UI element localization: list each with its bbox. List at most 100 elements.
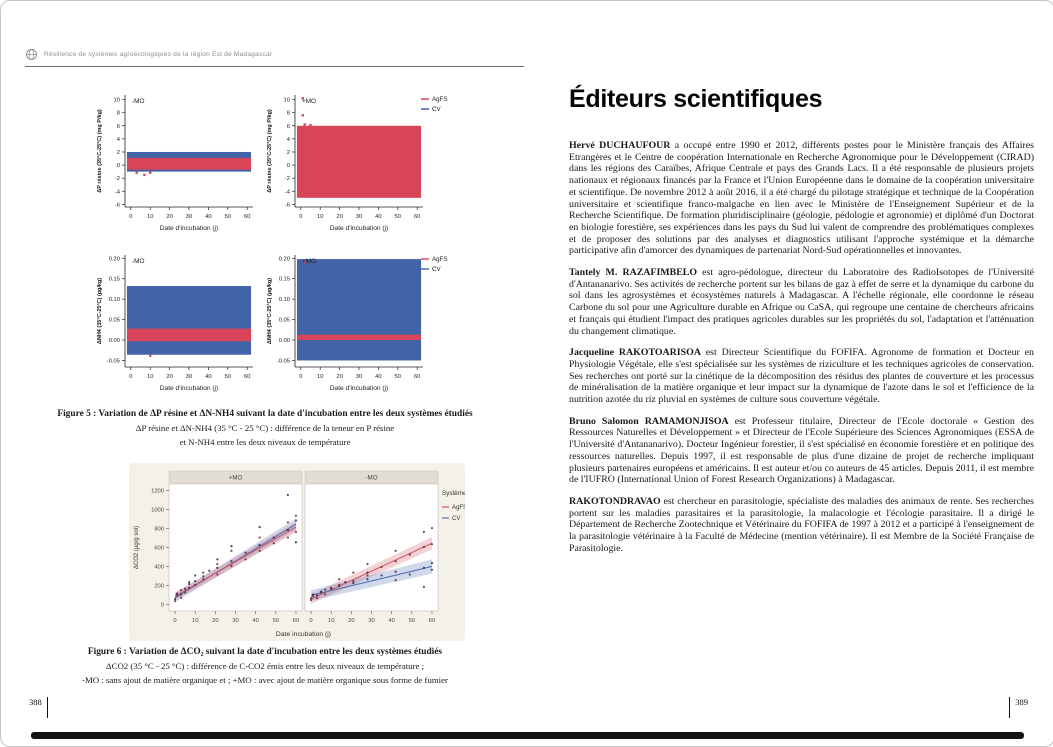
svg-text:60: 60	[244, 214, 250, 220]
svg-text:30: 30	[356, 214, 362, 220]
page-number-divider	[46, 697, 49, 718]
svg-text:30: 30	[186, 214, 192, 220]
svg-text:0: 0	[299, 214, 302, 220]
svg-text:10: 10	[328, 618, 334, 624]
editor-paragraph: Jacqueline RAKOTOARISOA est Directeur Sc…	[569, 347, 1034, 406]
svg-text:0.00: 0.00	[109, 338, 120, 344]
svg-text:CV: CV	[452, 516, 460, 522]
svg-text:20: 20	[336, 374, 342, 380]
svg-text:4: 4	[117, 137, 121, 143]
svg-text:-2: -2	[285, 176, 290, 182]
svg-text:40: 40	[375, 214, 381, 220]
editor-name: Hervé DUCHAUFOUR	[569, 140, 671, 151]
svg-text:50: 50	[395, 214, 401, 220]
editor-paragraph: Tantely M. RAZAFIMBELO est agro-pédologu…	[569, 267, 1034, 337]
svg-text:AgFS: AgFS	[452, 505, 465, 511]
svg-text:200: 200	[154, 583, 164, 589]
page-left: Résilience de systèmes agroécologiques d…	[1, 1, 528, 746]
svg-text:0.10: 0.10	[279, 297, 290, 303]
svg-text:0.00: 0.00	[279, 338, 290, 344]
svg-text:8: 8	[287, 111, 290, 117]
page-number-right: 389	[1008, 697, 1028, 718]
running-header-text: Résilience de systèmes agroécologiques d…	[44, 51, 273, 58]
svg-text:Date incubation (j): Date incubation (j)	[276, 631, 331, 638]
svg-text:Date d'incubation (j): Date d'incubation (j)	[160, 385, 218, 392]
svg-text:8: 8	[117, 111, 120, 117]
svg-text:AgFS: AgFS	[432, 256, 447, 263]
svg-text:0: 0	[173, 618, 176, 624]
svg-text:0.05: 0.05	[109, 318, 120, 324]
svg-text:10: 10	[284, 98, 290, 104]
figure6-caption-line3: -MO : sans ajout de matière organique et…	[82, 675, 448, 685]
page-number-right-value: 389	[1015, 697, 1028, 707]
figure5-deltaP-chart: 10 8 6 4 2 0 -2 -4 -6 0 10 20 30 40 50 60 Date d'incubat…	[93, 85, 455, 242]
svg-text:50: 50	[225, 214, 231, 220]
svg-text:10: 10	[147, 214, 153, 220]
svg-text:6: 6	[117, 124, 120, 130]
svg-text:50: 50	[395, 374, 401, 380]
svg-text:Date d'incubation (j): Date d'incubation (j)	[330, 385, 388, 392]
svg-text:40: 40	[388, 618, 394, 624]
page-number-left-value: 388	[29, 697, 42, 707]
figure6-caption-title: Figure 6 : Variation de ΔCO₂ suivant la …	[87, 647, 443, 657]
page-right: Éditeurs scientifiques Hervé DUCHAUFOUR …	[528, 1, 1053, 746]
svg-text:+MO: +MO	[302, 98, 316, 105]
figure6-deltaCO2-chart: +MO 0 10 20 30 40 50 60 0 200 400 600 800 1000 1200 -MO…	[129, 463, 467, 646]
svg-text:10: 10	[317, 214, 323, 220]
editor-name: RAKOTONDRAVAO	[569, 495, 661, 507]
svg-text:Système: Système	[442, 490, 465, 497]
svg-text:60: 60	[414, 214, 420, 220]
svg-text:ΔNH4 (35°C-25°C) (µg/kg): ΔNH4 (35°C-25°C) (µg/kg)	[267, 278, 273, 344]
figure5-deltaNH4-chart: 0.20 0.15 0.10 0.05 0.00 -0.05 0 10 20 30 40 50 60 Da…	[93, 245, 455, 402]
svg-text:10: 10	[192, 618, 198, 624]
svg-text:+MO: +MO	[302, 258, 316, 265]
svg-text:CV: CV	[432, 266, 441, 273]
figure6-caption: Figure 6 : Variation de ΔCO₂ suivant la …	[11, 645, 519, 687]
svg-text:0: 0	[287, 163, 290, 169]
svg-text:Date d'incubation (j): Date d'incubation (j)	[160, 225, 218, 232]
figure5-caption: Figure 5 : Variation de ΔP résine et ΔN-…	[15, 407, 515, 449]
svg-text:40: 40	[205, 374, 211, 380]
svg-text:-2: -2	[115, 176, 120, 182]
svg-text:0: 0	[299, 374, 302, 380]
svg-text:50: 50	[273, 618, 279, 624]
svg-text:0.20: 0.20	[279, 256, 290, 262]
svg-text:4: 4	[287, 137, 291, 143]
svg-text:-MO: -MO	[365, 475, 377, 482]
running-header: Résilience de systèmes agroécologiques d…	[25, 48, 272, 61]
svg-text:20: 20	[166, 374, 172, 380]
svg-text:-MO: -MO	[132, 258, 144, 265]
svg-text:1000: 1000	[151, 508, 164, 514]
svg-text:0.10: 0.10	[109, 297, 120, 303]
editor-name: Bruno Salomon RAMAMONJISOA	[569, 415, 729, 427]
svg-text:0: 0	[161, 602, 164, 608]
svg-text:0.20: 0.20	[109, 256, 120, 262]
svg-text:6: 6	[287, 124, 290, 130]
globe-logo-icon	[26, 49, 37, 60]
svg-text:0.15: 0.15	[109, 277, 120, 283]
svg-text:50: 50	[225, 374, 231, 380]
svg-text:20: 20	[166, 214, 172, 220]
svg-text:+MO: +MO	[229, 475, 243, 482]
figure5-caption-title: Figure 5 : Variation de ΔP résine et ΔN-…	[57, 409, 473, 419]
svg-text:10: 10	[147, 374, 153, 380]
svg-text:60: 60	[244, 374, 250, 380]
header-rule	[25, 66, 524, 67]
svg-text:-0.05: -0.05	[277, 358, 290, 364]
figure6-caption-line2: ΔCO2 (35 °C - 25 °C) : différence de C-C…	[105, 661, 425, 671]
editor-paragraph: Bruno Salomon RAMAMONJISOA est Professeu…	[569, 415, 1035, 486]
figure5-caption-line3: et N-NH4 entre les deux niveaux de tempé…	[179, 437, 351, 447]
svg-text:400: 400	[154, 564, 164, 570]
svg-text:40: 40	[252, 618, 258, 624]
scan-bottom-edge	[31, 732, 1024, 739]
svg-text:10: 10	[317, 374, 323, 380]
svg-text:ΔNH4 (35°C-25°C) (µg/kg): ΔNH4 (35°C-25°C) (µg/kg)	[97, 278, 103, 344]
svg-text:0: 0	[309, 618, 312, 624]
svg-text:40: 40	[375, 374, 381, 380]
svg-text:20: 20	[348, 618, 354, 624]
svg-text:CV: CV	[432, 106, 441, 113]
svg-text:ΔCO2 (µg/g sol): ΔCO2 (µg/g sol)	[134, 526, 140, 569]
svg-text:ΔP résine (35°C-25°C) (mg P/kg: ΔP résine (35°C-25°C) (mg P/kg)	[267, 109, 273, 193]
svg-text:60: 60	[293, 618, 299, 624]
